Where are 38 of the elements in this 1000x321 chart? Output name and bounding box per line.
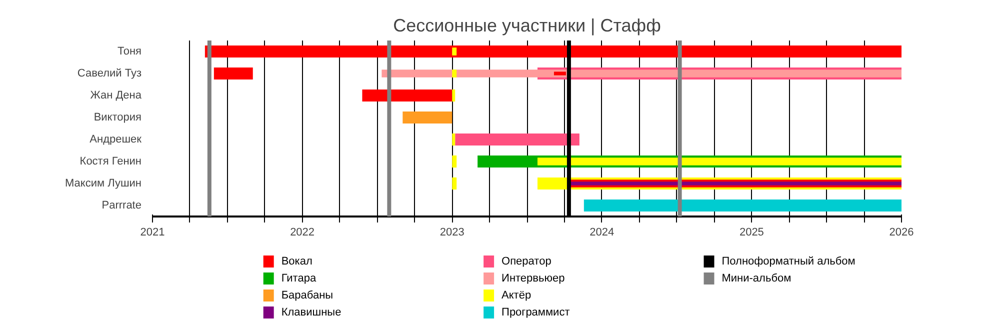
legend-label: Барабаны — [281, 290, 334, 302]
y-tick-label: Савелий Туз — [77, 68, 142, 80]
bar — [452, 155, 457, 168]
legend-label: Гитара — [281, 272, 317, 284]
bar — [402, 111, 452, 124]
legend-label: Клавишные — [281, 306, 342, 318]
legend-label: Актёр — [502, 290, 532, 302]
bar — [537, 158, 902, 166]
x-tick-label: 2024 — [590, 226, 614, 238]
bar — [455, 133, 580, 146]
chart-title: Сессионные участники | Стафф — [393, 16, 662, 36]
legend-label: Полнoформатный альбом — [722, 256, 856, 268]
y-tick-label: Виктория — [94, 112, 142, 124]
bar — [362, 89, 452, 102]
x-tick-label: 2025 — [739, 226, 764, 238]
bar — [214, 67, 253, 80]
bar — [204, 45, 902, 58]
bar — [382, 70, 902, 78]
bar — [452, 133, 456, 146]
bar — [452, 177, 457, 190]
y-tick-label: Тоня — [117, 46, 142, 58]
y-tick-label: Андрешек — [90, 134, 142, 146]
x-tick-label: 2026 — [889, 226, 914, 238]
y-tick-label: Максим Лушин — [65, 178, 142, 190]
bar — [584, 199, 902, 212]
legend-label: Интервьюер — [502, 272, 565, 284]
legend-label: Вокал — [281, 256, 312, 268]
legend-label: Программист — [502, 306, 570, 318]
bar — [452, 89, 456, 102]
legend-label: Оператор — [502, 256, 552, 268]
y-tick-label: Костя Генин — [80, 156, 142, 168]
y-tick-label: Parrrate — [102, 200, 142, 212]
x-tick-label: 2022 — [290, 226, 315, 238]
legend-label: Мини-альбом — [722, 272, 792, 284]
y-tick-label: Жан Дена — [90, 90, 142, 102]
x-tick-label: 2021 — [140, 226, 165, 238]
bar — [554, 72, 566, 76]
x-tick-label: 2023 — [440, 226, 464, 238]
